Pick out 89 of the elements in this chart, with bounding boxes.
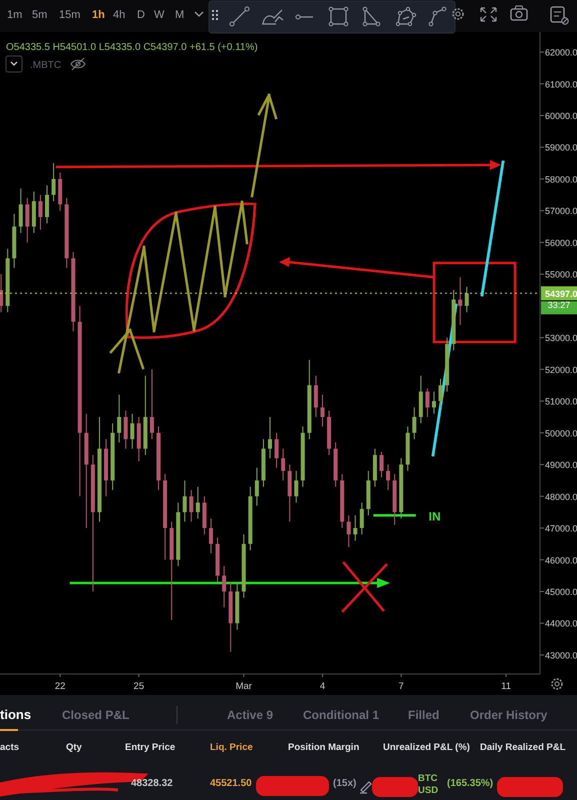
candlestick [0, 274, 4, 313]
candlestick [314, 375, 318, 418]
text: 1m [7, 9, 22, 21]
candlestick [18, 188, 23, 234]
text: 48328.32 [131, 778, 174, 789]
y-tick-label: 48000.0 [545, 492, 577, 502]
y-tick-label: 44000.0 [545, 618, 577, 629]
candlestick [274, 432, 279, 468]
y-tick-label: 59000.0 [545, 142, 577, 153]
text: 45521.50 [210, 778, 252, 789]
candlestick [150, 368, 154, 440]
text: (15x) [333, 778, 356, 789]
text: 4h [113, 9, 126, 21]
text: Unrealized P&L (%) [383, 742, 470, 753]
candlestick [45, 184, 50, 224]
candlestick [412, 406, 416, 440]
y-tick-label: 47000.0 [545, 524, 577, 534]
y-tick-label: 49000.0 [545, 460, 577, 470]
text: tions [0, 707, 32, 722]
y-tick-label: 57000.0 [545, 206, 577, 216]
y-tick-label: 61000.0 [545, 79, 577, 90]
y-tick-label: 52000.0 [545, 364, 577, 375]
candlestick [182, 480, 187, 522]
text: 5m [32, 9, 48, 21]
x-tick-label: Mar [236, 681, 252, 692]
text: Entry Price [125, 742, 176, 753]
text: (165.35%) [447, 778, 494, 789]
x-tick-label: 11 [501, 681, 512, 692]
text: Qty [66, 742, 83, 753]
y-tick-label: 45000.0 [545, 586, 577, 597]
candlestick [25, 198, 30, 243]
candlestick [196, 486, 200, 520]
text: 15m [59, 9, 80, 21]
candlestick [189, 489, 194, 522]
ref-line-label: 54397.0 [545, 288, 577, 299]
y-tick-label: 56000.0 [545, 238, 577, 248]
annotation: .MBTC [30, 60, 62, 71]
text: Position Margin [288, 742, 360, 753]
candlestick [438, 378, 443, 408]
candlestick [458, 276, 462, 326]
candlestick [254, 467, 259, 506]
candlestick [208, 518, 213, 554]
y-tick-label: 60000.0 [545, 111, 577, 122]
annotation: IN [428, 509, 441, 524]
candlestick [281, 448, 286, 481]
y-tick-label: 58000.0 [545, 174, 577, 184]
candlestick [268, 416, 272, 459]
text: M [175, 9, 184, 21]
candlestick [52, 162, 56, 202]
candlestick [360, 502, 364, 535]
candlestick [130, 413, 134, 450]
y-tick-label: 46000.0 [545, 555, 577, 566]
candlestick [386, 464, 390, 490]
candlestick [294, 470, 298, 504]
y-tick-label: 43000.0 [545, 650, 577, 660]
text: Liq. Price [210, 742, 253, 753]
text: Conditional 1 [303, 708, 380, 722]
x-tick-label: 4 [320, 681, 326, 692]
y-tick-label: 55000.0 [545, 270, 577, 280]
text: Active 9 [227, 708, 274, 722]
text: D [137, 9, 145, 21]
y-tick-label: 62000.0 [545, 48, 577, 58]
candlestick [425, 388, 430, 418]
y-tick-label: 53000.0 [545, 333, 577, 344]
x-tick-label: 25 [134, 681, 144, 692]
text: Order History [470, 708, 548, 722]
candlestick [38, 194, 42, 230]
text: W [154, 9, 165, 21]
text: acts [0, 742, 20, 753]
text: Closed P&L [62, 708, 130, 722]
candlestick [353, 514, 358, 542]
candlestick [117, 394, 122, 443]
y-tick-label: 50000.0 [545, 428, 577, 438]
x-tick-label: 7 [398, 681, 404, 692]
candlestick [222, 566, 226, 608]
x-tick-label: 22 [54, 681, 66, 692]
y-tick-label: 51000.0 [545, 396, 577, 407]
text: Daily Realized P&L [480, 742, 566, 753]
candlestick [320, 394, 324, 427]
text: Filled [408, 708, 440, 722]
candlestick [346, 514, 351, 548]
candlestick [432, 391, 436, 414]
text: 1h [92, 9, 106, 21]
text: BTC USD [418, 773, 438, 796]
text: 33:27 [548, 300, 570, 310]
candlestick [464, 286, 469, 313]
candlestick [124, 410, 128, 450]
candlestick [380, 451, 384, 478]
annotation: O54335.5 H54501.0 L54335.0 C54397.0 +61.5 (+0.11%) [6, 42, 258, 53]
